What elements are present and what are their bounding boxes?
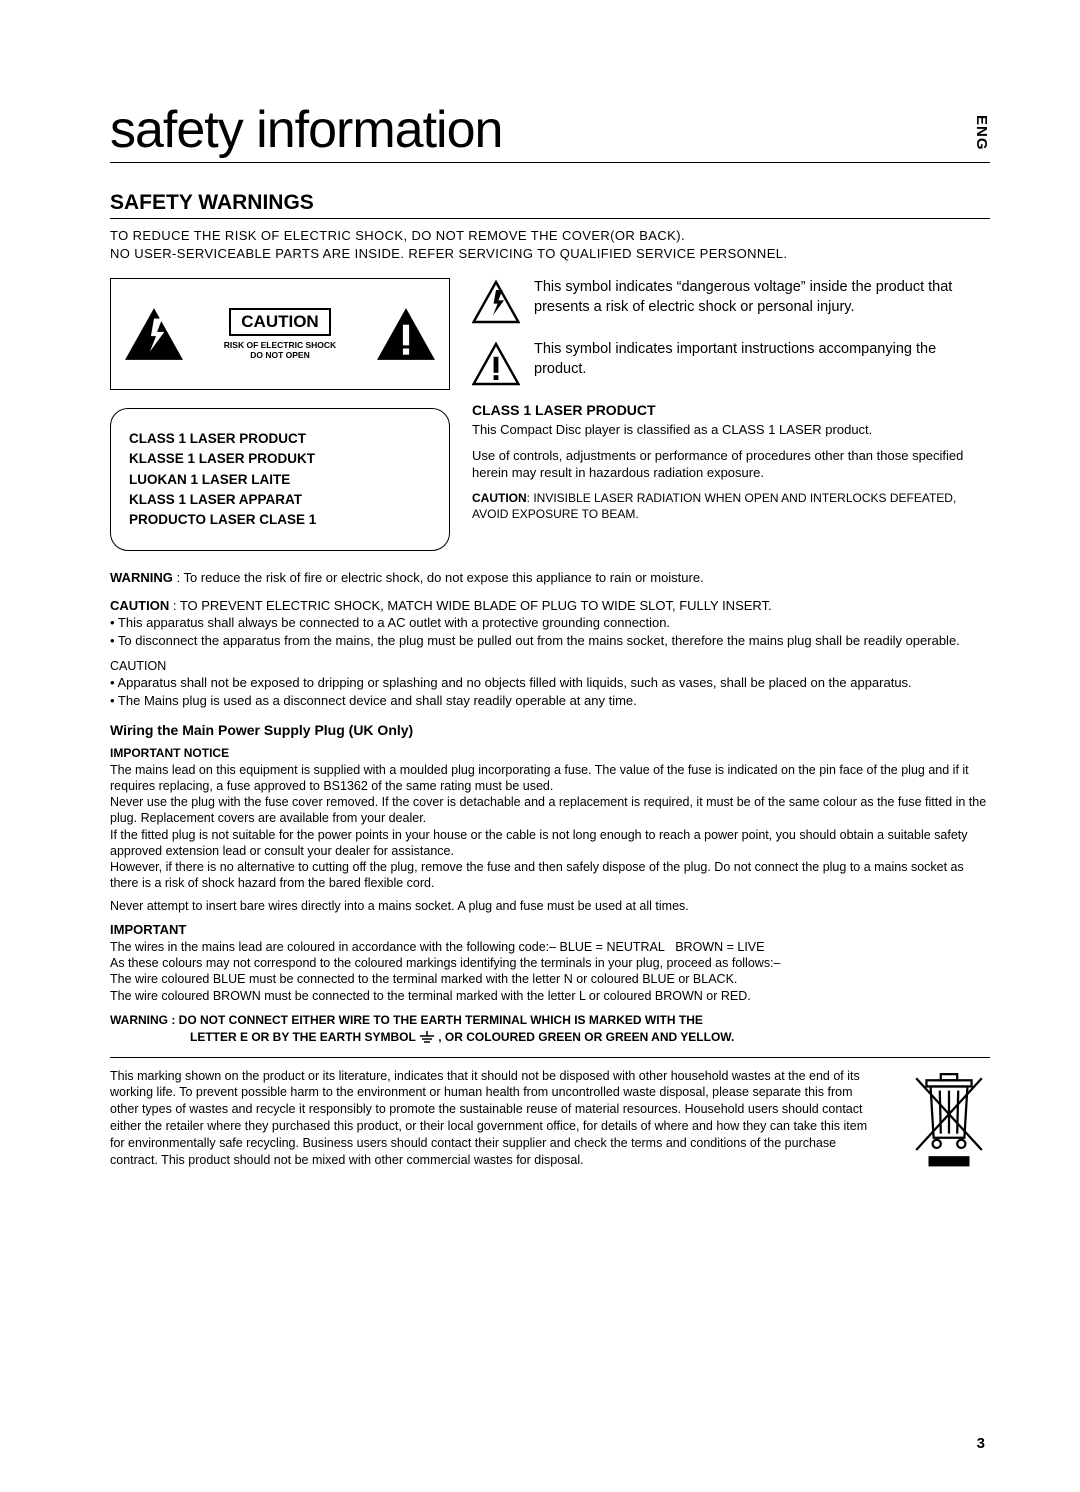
page-title: safety information (110, 100, 990, 163)
caution-radiation-label: CAUTION (472, 491, 527, 505)
laser-line-2: KLASSE 1 LASER PRODUKT (129, 449, 431, 469)
warning-label: WARNING (110, 570, 173, 585)
caution-radiation-text: : INVISIBLE LASER RADIATION WHEN OPEN AN… (472, 491, 956, 521)
important-p2: As these colours may not correspond to t… (110, 955, 990, 971)
earth-warning-line2a: LETTER E OR BY THE EARTH SYMBOL (190, 1030, 419, 1044)
earth-warning-line1: WARNING : DO NOT CONNECT EITHER WIRE TO … (110, 1013, 703, 1027)
notice-p4: However, if there is no alternative to c… (110, 859, 990, 892)
earth-warning-line2b: , OR COLOURED GREEN OR GREEN AND YELLOW. (438, 1030, 734, 1044)
warning-moisture: WARNING : To reduce the risk of fire or … (110, 569, 990, 587)
symbol-voltage-text: This symbol indicates “dangerous voltage… (534, 278, 990, 326)
notice-p2: Never use the plug with the fuse cover r… (110, 794, 990, 827)
symbol-voltage-row: This symbol indicates “dangerous voltage… (472, 278, 990, 326)
notice-p5: Never attempt to insert bare wires direc… (110, 898, 990, 914)
weee-bin-icon (908, 1068, 990, 1171)
important-p4: The wire coloured BROWN must be connecte… (110, 988, 990, 1004)
top-two-column: CAUTION RISK OF ELECTRIC SHOCK DO NOT OP… (110, 278, 990, 551)
lightning-triangle-icon (123, 306, 185, 362)
bullet-4: • The Mains plug is used as a disconnect… (110, 692, 990, 710)
bullet-1: • This apparatus shall always be connect… (110, 614, 990, 632)
important-p3: The wire coloured BLUE must be connected… (110, 971, 990, 987)
caution-heading-2: CAUTION (110, 658, 990, 675)
bullet-2: • To disconnect the apparatus from the m… (110, 632, 990, 650)
laser-class-box: CLASS 1 LASER PRODUCT KLASSE 1 LASER PRO… (110, 408, 450, 551)
exclamation-triangle-icon (472, 340, 520, 388)
symbol-instruction-text: This symbol indicates important instruct… (534, 340, 990, 388)
symbol-instruction-row: This symbol indicates important instruct… (472, 340, 990, 388)
important-heading: IMPORTANT (110, 922, 990, 937)
caution-sub-1: RISK OF ELECTRIC SHOCK (185, 340, 375, 350)
exclamation-triangle-icon (375, 306, 437, 362)
important-notice-heading: IMPORTANT NOTICE (110, 746, 990, 760)
caution-plug-block: CAUTION : TO PREVENT ELECTRIC SHOCK, MAT… (110, 597, 990, 615)
class1-heading: CLASS 1 LASER PRODUCT (472, 402, 990, 418)
caution-radiation: CAUTION: INVISIBLE LASER RADIATION WHEN … (472, 490, 990, 522)
notice-p1: The mains lead on this equipment is supp… (110, 762, 990, 795)
wiring-heading: Wiring the Main Power Supply Plug (UK On… (110, 722, 990, 738)
language-tab: ENG (973, 115, 990, 151)
page-number: 3 (977, 1435, 985, 1452)
laser-line-4: KLASS 1 LASER APPARAT (129, 490, 431, 510)
section-heading: SAFETY WARNINGS (110, 191, 990, 219)
divider (110, 1057, 990, 1058)
caution-plug-label: CAUTION (110, 598, 169, 613)
lightning-triangle-icon (472, 278, 520, 326)
notice-p3: If the fitted plug is not suitable for t… (110, 827, 990, 860)
disposal-text: This marking shown on the product or its… (110, 1068, 878, 1171)
warning-moisture-text: : To reduce the risk of fire or electric… (173, 570, 704, 585)
laser-line-5: PRODUCTO LASER CLASE 1 (129, 510, 431, 530)
disposal-section: This marking shown on the product or its… (110, 1068, 990, 1171)
important-p1: The wires in the mains lead are coloured… (110, 939, 990, 955)
class1-p1: This Compact Disc player is classified a… (472, 421, 990, 439)
caution-label: CAUTION (229, 308, 330, 336)
caution-box: CAUTION RISK OF ELECTRIC SHOCK DO NOT OP… (110, 278, 450, 390)
laser-line-1: CLASS 1 LASER PRODUCT (129, 429, 431, 449)
caution-plug-text: : TO PREVENT ELECTRIC SHOCK, MATCH WIDE … (169, 598, 771, 613)
bullet-3: • Apparatus shall not be exposed to drip… (110, 674, 990, 692)
class1-p2: Use of controls, adjustments or performa… (472, 447, 990, 482)
earth-warning: WARNING : DO NOT CONNECT EITHER WIRE TO … (110, 1012, 990, 1047)
caution-sub-2: DO NOT OPEN (185, 350, 375, 360)
earth-symbol-icon (419, 1031, 435, 1045)
laser-line-3: LUOKAN 1 LASER LAITE (129, 470, 431, 490)
intro-paragraph: TO REDUCE THE RISK OF ELECTRIC SHOCK, DO… (110, 227, 990, 262)
